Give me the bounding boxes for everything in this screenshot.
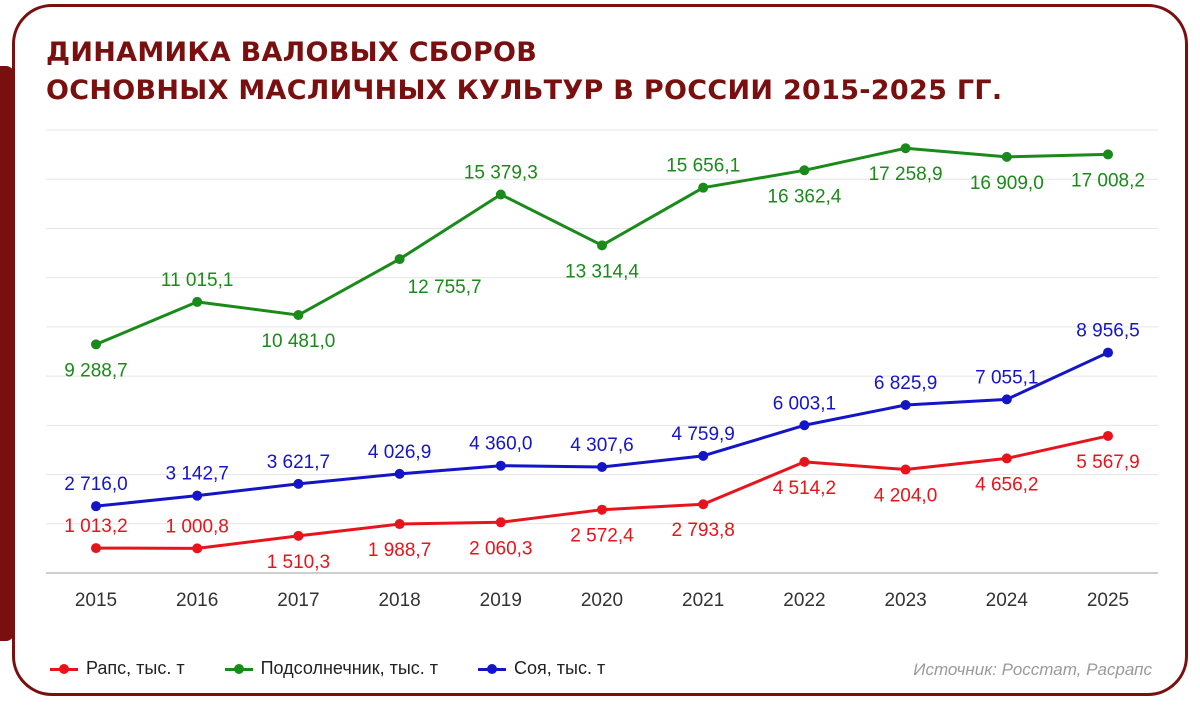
legend-marker-soy [478,663,507,675]
data-point-rapeseed [192,543,203,554]
data-label-soy: 4 307,6 [570,435,633,456]
x-tick-label: 2017 [277,590,319,611]
data-label-sunflower: 12 755,7 [408,277,482,298]
data-label-rapeseed: 1 013,2 [64,516,127,537]
data-label-soy: 3 142,7 [165,464,228,485]
data-point-soy [597,461,607,472]
legend-label-sunflower: Подсолнечник, тыс. т [260,658,439,678]
chart-title-line-2: ОСНОВНЫХ МАСЛИЧНЫХ КУЛЬТУР В РОССИИ 2015… [46,75,1003,106]
legend-item-soy: Соя, тыс. т [478,658,605,679]
x-tick-label: 2018 [378,590,420,611]
x-tick-label: 2025 [1087,590,1129,611]
card-frame [12,4,1188,696]
data-point-sunflower [293,310,304,321]
data-label-rapeseed: 2 060,3 [469,538,532,559]
data-point-rapeseed [698,499,709,510]
data-point-soy [495,460,506,471]
data-label-sunflower: 11 015,1 [161,270,234,291]
legend-marker-rapeseed [50,663,78,675]
data-label-soy: 4 360,0 [469,434,532,455]
data-label-rapeseed: 2 572,4 [570,526,634,547]
x-tick-label: 2024 [986,590,1029,611]
data-label-rapeseed: 1 000,8 [165,516,228,537]
data-point-soy [698,450,709,461]
legend-label-rapeseed: Рапс, тыс. т [86,658,185,678]
data-point-sunflower [698,182,709,193]
legend-marker-sunflower [224,663,253,675]
data-label-soy: 2 716,0 [64,474,127,495]
data-point-rapeseed [1001,453,1012,464]
data-point-rapeseed [799,456,810,467]
data-point-sunflower [91,339,101,350]
data-label-soy: 6 003,1 [773,393,836,414]
data-point-rapeseed [394,519,405,530]
data-point-soy [1103,347,1113,358]
data-label-sunflower: 17 258,9 [869,164,943,185]
data-point-sunflower [597,240,607,251]
data-label-sunflower: 16 909,0 [970,173,1044,194]
data-label-sunflower: 13 314,4 [565,261,639,282]
data-label-rapeseed: 2 793,8 [671,520,734,541]
data-label-soy: 4 759,9 [671,424,734,445]
data-point-soy [799,420,810,431]
data-label-sunflower: 10 481,0 [261,331,335,352]
data-point-rapeseed [597,504,607,515]
data-point-sunflower [394,254,405,265]
data-point-sunflower [192,296,203,307]
legend-item-rapeseed: Рапс, тыс. т [50,658,185,679]
data-point-soy [394,468,405,479]
data-label-sunflower: 15 379,3 [464,162,538,183]
data-label-sunflower: 15 656,1 [666,156,740,177]
chart-title: ДИНАМИКА ВАЛОВЫХ СБОРОВ ОСНОВНЫХ МАСЛИЧН… [46,34,1002,110]
data-label-sunflower: 17 008,2 [1071,170,1145,191]
x-tick-label: 2015 [75,590,117,611]
x-tick-label: 2023 [884,590,926,611]
data-point-sunflower [799,165,810,176]
data-label-rapeseed: 5 567,9 [1076,452,1139,473]
data-label-rapeseed: 4 204,0 [874,486,937,507]
data-point-soy [293,478,304,489]
decorative-side-bar [0,66,14,641]
data-point-rapeseed [293,530,304,541]
data-label-sunflower: 16 362,4 [767,186,841,207]
data-point-soy [900,400,911,411]
legend-label-soy: Соя, тыс. т [514,658,606,678]
data-point-soy [1001,394,1012,405]
x-tick-label: 2020 [581,590,623,611]
data-label-sunflower: 9 288,7 [64,360,127,381]
data-label-soy: 8 956,5 [1076,321,1139,342]
data-point-sunflower [1103,149,1113,160]
x-tick-label: 2016 [176,590,218,611]
data-point-rapeseed [495,517,506,528]
source-note: Источник: Росстат, Расрапс [913,660,1152,679]
data-label-rapeseed: 4 514,2 [773,478,836,499]
data-label-rapeseed: 1 510,3 [267,552,330,573]
data-point-rapeseed [91,543,101,554]
data-label-soy: 3 621,7 [267,452,330,473]
data-label-soy: 6 825,9 [874,373,937,394]
data-point-rapeseed [1103,430,1113,441]
data-point-sunflower [1001,151,1012,162]
data-point-rapeseed [900,464,911,475]
data-label-soy: 4 026,9 [368,442,431,463]
x-tick-label: 2022 [783,590,825,611]
chart-title-line-1: ДИНАМИКА ВАЛОВЫХ СБОРОВ [46,37,538,68]
data-point-sunflower [900,143,911,154]
data-point-sunflower [495,189,506,200]
data-label-rapeseed: 1 988,7 [368,540,431,561]
data-point-soy [91,501,101,512]
x-tick-label: 2019 [480,590,522,611]
data-point-soy [192,490,203,501]
x-tick-label: 2021 [682,590,724,611]
data-label-soy: 7 055,1 [975,367,1038,388]
legend: Рапс, тыс. т Подсолнечник, тыс. т Соя, т… [50,658,605,679]
data-label-rapeseed: 4 656,2 [975,474,1038,495]
legend-item-sunflower: Подсолнечник, тыс. т [224,658,439,679]
series-line-soy [95,351,1109,508]
